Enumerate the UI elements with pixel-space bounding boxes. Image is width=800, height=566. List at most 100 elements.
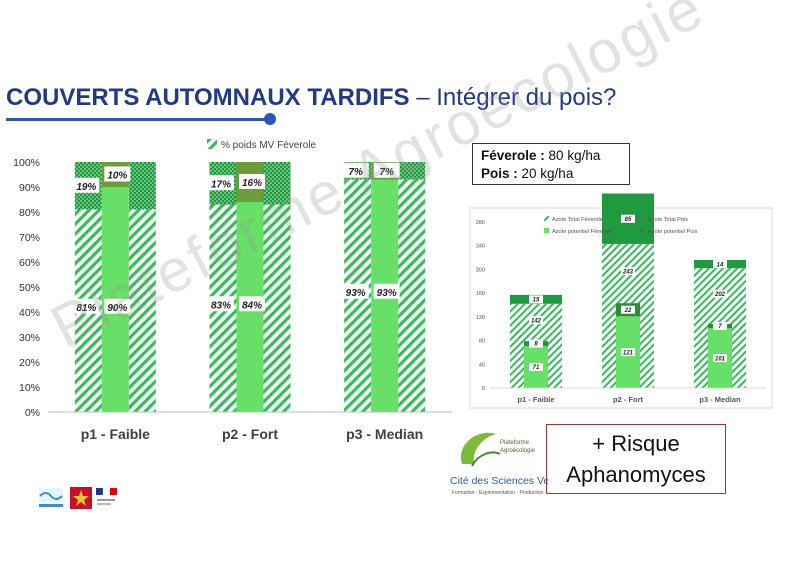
title-bold: COUVERTS AUTOMNAUX TARDIFS [6, 84, 410, 111]
chart1-label-feverole-centre: 84% [242, 300, 262, 311]
chart2-label-total-pois-bg [621, 214, 635, 223]
chart2-label-potentiel-pois: 7 [718, 324, 722, 330]
logo-line1: Plateforme [500, 440, 530, 446]
chart2-label-total-pois: 85 [625, 217, 632, 223]
chart1-ytick: 70% [19, 232, 40, 244]
cite-sciences-vertes-logo: Plateforme Agroécologie Cité des Science… [450, 432, 548, 496]
chart2-ytick: 160 [476, 291, 485, 297]
chart1-label-feverole-centre-bg [373, 283, 400, 299]
chart1-ytick: 0% [25, 407, 40, 419]
republique-francaise-logo [96, 487, 117, 505]
chart1-label-feverole-centre: 93% [377, 288, 397, 299]
chart2-legend-label: Azote potentiel Pois [648, 229, 698, 235]
chart2-label-potentiel-feverole-bg [713, 354, 727, 363]
chart1-ytick: 100% [13, 157, 40, 169]
dosage-infobox: Féverole : 80 kg/ha Pois : 20 kg/ha [472, 143, 630, 185]
chart2-ytick: 200 [476, 267, 485, 273]
risk-line-2: Aphanomyces [566, 462, 706, 487]
chart1-category-label: p1 - Faible [81, 426, 150, 442]
chart1-ytick: 20% [19, 357, 40, 369]
chart1-label-pois-bg [73, 177, 100, 193]
chart2-label-potentiel-feverole: 121 [623, 350, 634, 356]
chart1-label-feverole-bg [208, 296, 234, 312]
dosage-pois: Pois : 20 kg/ha [481, 166, 574, 181]
chart1-legend-label: % poids MV Féverole [221, 140, 316, 151]
chart1-label-feverole: 83% [211, 300, 231, 311]
chart2-legend-swatch [640, 216, 645, 221]
chart1-category-label: p2 - Fort [222, 426, 278, 442]
chart1-label-pois: 19% [76, 182, 96, 193]
chart-azote: 15 142 8 71 85 243 22 121 14 202 7 101 0 40 80 120 160 2… [469, 193, 773, 409]
chart1-label-pois-centre-bg [373, 162, 400, 178]
chart1-label-feverole: 93% [346, 288, 366, 299]
chart2-label-total-pois-bg [529, 295, 543, 304]
chart1-label-feverole-bg [73, 298, 100, 314]
chart2-label-total-pois-bg [713, 260, 727, 269]
chart2-label-total-feverole: 202 [714, 292, 726, 298]
chart1-bar-feverole-hatched [128, 209, 156, 412]
chart2-label-total-feverole-bg [713, 289, 727, 298]
chart1-bar-feverole-hatched [263, 204, 291, 412]
chart1-bar-pois-dotted [398, 162, 426, 180]
chart1-label-pois-centre: 7% [379, 167, 394, 178]
chart2-legend-label: Azote Total Féverole [552, 217, 603, 223]
chart2-label-total-feverole: 142 [531, 318, 542, 324]
risk-box: + Risque Aphanomyces [546, 424, 726, 494]
chart2-label-total-feverole-bg [529, 316, 543, 325]
chart2-ytick: 80 [479, 339, 485, 345]
chart2-label-potentiel-pois-bg [713, 322, 727, 331]
chart1-label-feverole-centre: 90% [107, 303, 127, 314]
chart1-ytick: 40% [19, 307, 40, 319]
chart2-label-total-feverole-bg [621, 267, 635, 276]
risk-line-1: + Risque [592, 431, 680, 456]
dosage-feverole: Féverole : 80 kg/ha [481, 148, 601, 163]
title-underline-dot [264, 113, 276, 125]
chart1-label-pois-centre: 16% [242, 178, 262, 189]
chart2-label-potentiel-feverole: 101 [715, 356, 726, 362]
chart2-label-potentiel-feverole-bg [529, 362, 543, 371]
page-title: COUVERTS AUTOMNAUX TARDIFS – Intégrer du… [6, 84, 616, 112]
chart1-label-feverole: 81% [76, 303, 96, 314]
chart1-label-pois-centre-bg [104, 166, 131, 182]
chart2-legend-swatch [544, 228, 549, 233]
chart1-ytick: 50% [19, 282, 40, 294]
chart1-ytick: 10% [19, 382, 40, 394]
chart1-legend-swatch [207, 139, 217, 149]
chart2-ytick: 0 [482, 386, 485, 392]
chart2-category-label: p1 - Faible [517, 395, 554, 404]
chart1-ytick: 80% [19, 207, 40, 219]
chart2-category-label: p3 - Median [699, 395, 741, 404]
logo-name: Cité des Sciences Vertes [450, 475, 548, 487]
chart1-label-feverole-centre-bg [239, 296, 265, 312]
chart2-label-potentiel-feverole: 71 [533, 365, 540, 371]
chart2-label-total-pois: 14 [717, 262, 724, 268]
chart1-ytick: 30% [19, 332, 40, 344]
title-underline [6, 118, 270, 121]
agence-eau-logo [39, 488, 63, 507]
title-rest: – Intégrer du pois? [416, 84, 617, 111]
chart1-bar-pois-dotted [263, 162, 291, 205]
chart1-label-pois: 7% [348, 167, 363, 178]
chart2-category-label: p2 - Fort [613, 395, 643, 404]
chart1-ytick: 60% [19, 257, 40, 269]
logo-tagline: Formation · Expérimentation · Production [452, 490, 544, 496]
chart2-ytick: 240 [476, 244, 485, 250]
chart1-bar-pois-dotted [128, 162, 156, 210]
chart1-ytick: 90% [19, 182, 40, 194]
chart1-label-feverole-bg [342, 283, 369, 299]
chart1-label-pois-bg [208, 175, 234, 191]
chart2-legend-swatch [544, 216, 549, 221]
chart2-label-total-pois: 15 [533, 298, 540, 304]
chart2-ytick: 120 [476, 315, 485, 321]
chart2-label-potentiel-pois-bg [621, 305, 635, 314]
chart2-legend-label: Azote Total Pois [648, 217, 688, 223]
chart2-legend-swatch [640, 228, 645, 233]
logo-line2: Agroécologie [500, 448, 536, 454]
chart2-label-total-feverole: 243 [622, 269, 634, 275]
chart1-label-pois-bg [342, 162, 369, 178]
chart1-label-feverole-centre-bg [104, 298, 131, 314]
region-occitanie-logo [70, 487, 92, 509]
chart1-category-label: p3 - Median [346, 426, 423, 442]
chart2-ytick: 40 [479, 362, 485, 368]
chart2-ytick: 280 [476, 220, 485, 226]
